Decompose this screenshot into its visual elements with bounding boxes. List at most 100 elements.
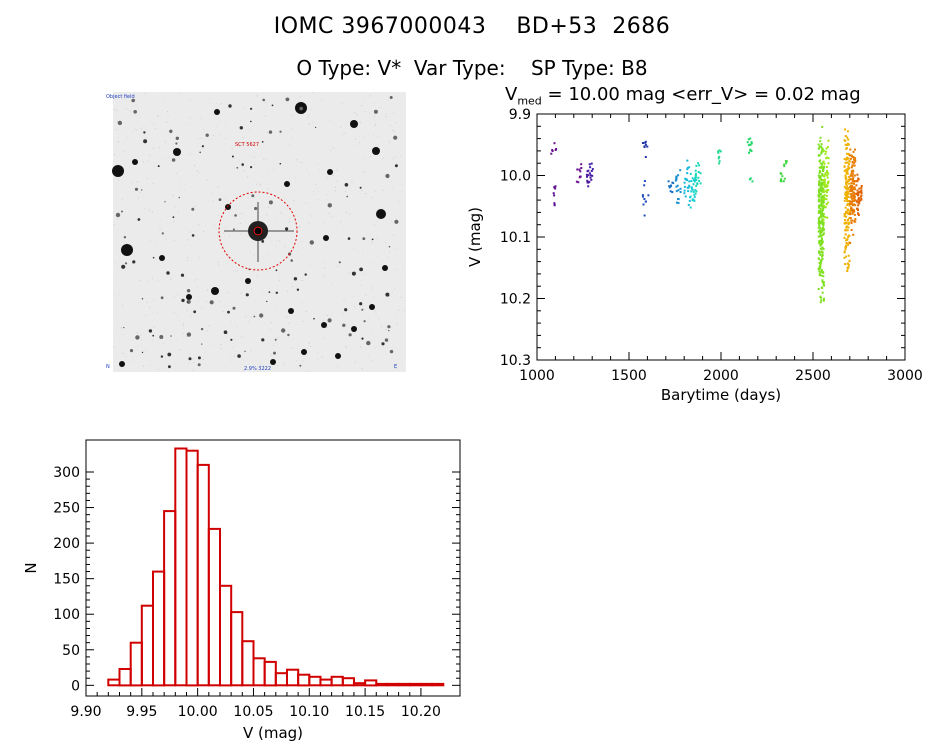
light-curve-point: [851, 174, 854, 177]
x-tick-label: 1000: [519, 368, 555, 384]
light-curve-point: [675, 201, 678, 204]
light-curve-point: [821, 147, 824, 150]
light-curve-point: [843, 169, 846, 172]
light-curve-point: [848, 260, 851, 263]
histogram-bar: [118, 668, 132, 687]
light-curve-point: [818, 166, 821, 169]
light-curve-point: [817, 230, 820, 233]
light-curve-point: [697, 162, 700, 165]
light-curve-point: [823, 297, 825, 300]
light-curve-point: [843, 165, 846, 168]
light-curve-point: [844, 176, 847, 179]
light-curve-point: [843, 158, 846, 161]
light-curve-point: [686, 166, 689, 169]
light-curve-point: [822, 281, 825, 283]
light-curve-point: [643, 184, 646, 187]
light-curve-point: [587, 174, 590, 177]
light-curve-point: [819, 216, 822, 218]
light-curve-point: [846, 170, 849, 172]
light-curve-point: [693, 195, 696, 198]
light-curve-point: [846, 270, 849, 272]
light-curve-point: [644, 200, 647, 203]
light-curve-point: [818, 146, 821, 149]
light-curve-point: [847, 213, 850, 216]
histogram-bar: [386, 682, 400, 687]
light-curve-point: [821, 181, 824, 184]
light-curve-point: [823, 165, 825, 168]
light-curve-point: [856, 189, 859, 192]
light-curve-point: [821, 228, 824, 231]
light-curve-point: [844, 233, 847, 236]
light-curve-point: [845, 255, 848, 258]
light-curve-point: [849, 217, 852, 220]
light-curve-point: [826, 146, 829, 149]
sky-noise: [113, 92, 405, 372]
light-curve-point: [851, 172, 854, 175]
light-curve-point: [818, 154, 820, 157]
light-curve-point: [820, 213, 822, 216]
light-curve-point: [821, 279, 824, 282]
light-curve-point: [823, 185, 826, 188]
light-curve-point: [847, 243, 850, 246]
light-curve-point: [822, 149, 825, 152]
light-curve-point: [689, 172, 692, 175]
light-curve-point: [851, 160, 854, 163]
histogram-bar: [286, 668, 300, 687]
light-curve-point: [644, 143, 647, 146]
light-curve-point: [853, 196, 856, 199]
light-curve-point: [846, 161, 849, 164]
light-curve-point: [818, 182, 821, 185]
light-curve-point: [694, 189, 697, 192]
light-curve-point: [819, 234, 822, 237]
light-curve-point: [825, 147, 828, 150]
x-tick-label: 9.95: [126, 704, 157, 720]
histogram-bar: [308, 675, 322, 687]
light-curve-point: [822, 169, 825, 172]
y-tick-label: 9.9: [509, 107, 531, 123]
light-curve-point: [856, 194, 859, 197]
light-curve-point: [824, 173, 827, 176]
light-curve-point: [820, 143, 823, 146]
light-curve-point: [855, 200, 858, 203]
light-curve-point: [686, 159, 689, 162]
light-curve-point: [821, 174, 824, 177]
light-curve-point: [848, 210, 851, 213]
light-curve-point: [855, 184, 858, 187]
light-curve-point: [845, 242, 848, 244]
light-curve-point: [850, 219, 853, 222]
light-curve-point: [819, 253, 822, 256]
light-curve-point: [749, 149, 752, 152]
light-curve-point: [847, 138, 850, 141]
light-curve-point: [579, 170, 582, 173]
light-curve-point: [819, 178, 822, 181]
light-curve-point: [853, 158, 855, 161]
light-curve-point: [846, 136, 849, 139]
light-curve-point: [746, 141, 749, 144]
light-curve-point: [588, 163, 591, 166]
light-curve-point: [821, 218, 824, 221]
light-curve-point: [697, 176, 700, 179]
light-curve-point: [822, 233, 825, 236]
light-curve-point: [825, 191, 828, 194]
light-curve-point: [822, 179, 825, 181]
light-curve-ticks: 1000 1500 2000 2500 3000 9.9 10.0 10.1 10.2 10.3: [500, 107, 923, 384]
light-curve-point: [822, 160, 825, 163]
light-curve-point: [844, 206, 847, 209]
light-curve-point: [844, 174, 847, 177]
light-curve-point: [860, 198, 863, 201]
light-curve-point: [856, 173, 859, 176]
target-marker: [218, 191, 298, 271]
light-curve-point: [779, 172, 782, 175]
light-curve-point: [847, 143, 850, 146]
light-curve-point: [686, 179, 689, 182]
light-curve-point: [854, 148, 856, 151]
histogram-bar: [140, 604, 155, 687]
light-curve-point: [683, 181, 686, 184]
light-curve-point: [674, 179, 677, 182]
light-curve-point: [820, 185, 823, 188]
light-curve-point: [845, 222, 848, 225]
light-curve-point: [689, 195, 692, 198]
light-curve-point: [853, 219, 856, 222]
light-curve-point: [819, 239, 821, 242]
light-curve-point: [818, 181, 821, 184]
